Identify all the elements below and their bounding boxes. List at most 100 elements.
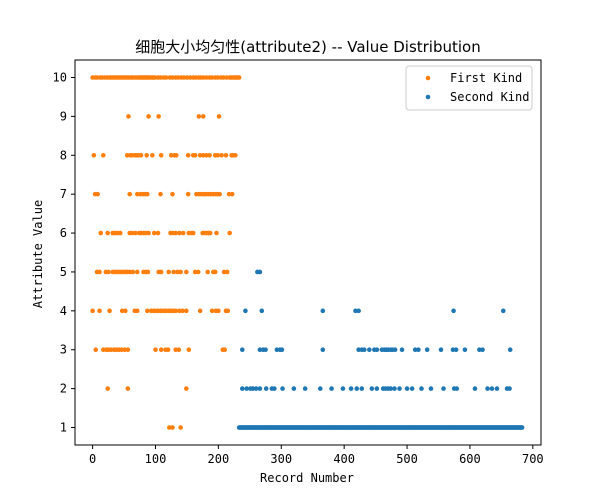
data-point [353, 308, 358, 314]
data-point [356, 347, 361, 353]
data-point [163, 75, 169, 80]
data-point [165, 347, 171, 353]
data-point [184, 269, 189, 275]
data-point [196, 114, 202, 119]
data-point [356, 308, 361, 314]
legend: First Kind Second Kind [405, 65, 533, 111]
data-point [257, 386, 263, 391]
data-point [477, 347, 482, 353]
data-point [409, 386, 415, 391]
data-point [223, 152, 229, 158]
data-point [263, 347, 268, 353]
data-point [177, 308, 182, 314]
data-point [180, 230, 186, 236]
data-point [158, 347, 164, 353]
data-point [158, 152, 164, 158]
legend-label-first-kind: First Kind [450, 71, 522, 85]
data-point [507, 347, 513, 353]
data-point [227, 230, 233, 236]
data-point [153, 347, 158, 353]
data-point [259, 308, 265, 314]
data-point [239, 347, 245, 353]
data-point [90, 308, 95, 314]
data-point [100, 152, 106, 158]
data-point [185, 152, 191, 158]
data-point [224, 75, 229, 80]
series-second-kind [236, 269, 525, 430]
data-point [156, 114, 161, 119]
data-point [263, 386, 269, 391]
data-point [340, 386, 346, 391]
data-point [173, 230, 178, 236]
legend-box [405, 65, 533, 111]
data-point [212, 269, 218, 275]
data-point [192, 152, 198, 158]
data-point [178, 269, 183, 275]
data-point [105, 230, 111, 236]
data-point [177, 230, 182, 236]
data-point [412, 347, 418, 353]
y-axis-ticks: 1 2 3 4 5 6 7 8 9 10 [53, 71, 75, 435]
data-point [105, 386, 111, 391]
y-tick-label: 4 [60, 304, 67, 318]
data-point [134, 191, 140, 197]
data-point [119, 308, 125, 314]
data-point [166, 269, 172, 275]
data-point [236, 75, 242, 80]
data-point [424, 347, 430, 353]
y-tick-label: 1 [60, 421, 67, 435]
data-point [130, 269, 136, 275]
series-first-kind [90, 75, 242, 430]
data-point [158, 269, 164, 275]
data-point [173, 152, 179, 158]
data-point [320, 308, 326, 314]
data-point [170, 75, 175, 80]
data-point [329, 386, 334, 391]
data-point [279, 347, 285, 353]
data-point [108, 347, 114, 353]
data-point [197, 152, 203, 158]
data-point [97, 308, 102, 314]
y-tick-label: 2 [60, 382, 67, 396]
data-point [144, 152, 149, 158]
data-point [354, 386, 360, 391]
data-point [222, 347, 227, 353]
data-point [233, 152, 238, 158]
data-point [224, 269, 230, 275]
data-point [204, 75, 209, 80]
data-point [507, 386, 512, 391]
y-tick-label: 6 [60, 226, 67, 240]
y-tick-label: 9 [60, 109, 67, 123]
data-point [150, 152, 155, 158]
data-point [438, 347, 444, 353]
x-axis-label: Record Number [260, 471, 354, 485]
data-point [200, 114, 206, 119]
data-point [209, 75, 215, 80]
data-point [317, 386, 323, 391]
x-tick-label: 300 [270, 452, 292, 466]
data-point [226, 191, 232, 197]
plot-area [90, 75, 525, 430]
data-point [123, 308, 128, 314]
data-point [280, 386, 285, 391]
data-point [369, 386, 375, 391]
data-point [145, 269, 151, 275]
data-point [185, 191, 191, 197]
data-point [178, 425, 183, 430]
data-point [204, 152, 209, 158]
data-point [397, 386, 402, 391]
data-point [193, 75, 199, 80]
data-point [127, 191, 133, 197]
data-point [216, 308, 221, 314]
data-point [119, 347, 124, 353]
data-point [181, 75, 187, 80]
data-point [348, 386, 354, 391]
x-tick-label: 600 [459, 452, 481, 466]
data-point [214, 230, 219, 236]
data-point [367, 347, 372, 353]
data-point [184, 308, 189, 314]
data-point [125, 386, 131, 391]
data-point [359, 386, 365, 391]
y-tick-label: 7 [60, 187, 67, 201]
data-point [441, 386, 446, 391]
